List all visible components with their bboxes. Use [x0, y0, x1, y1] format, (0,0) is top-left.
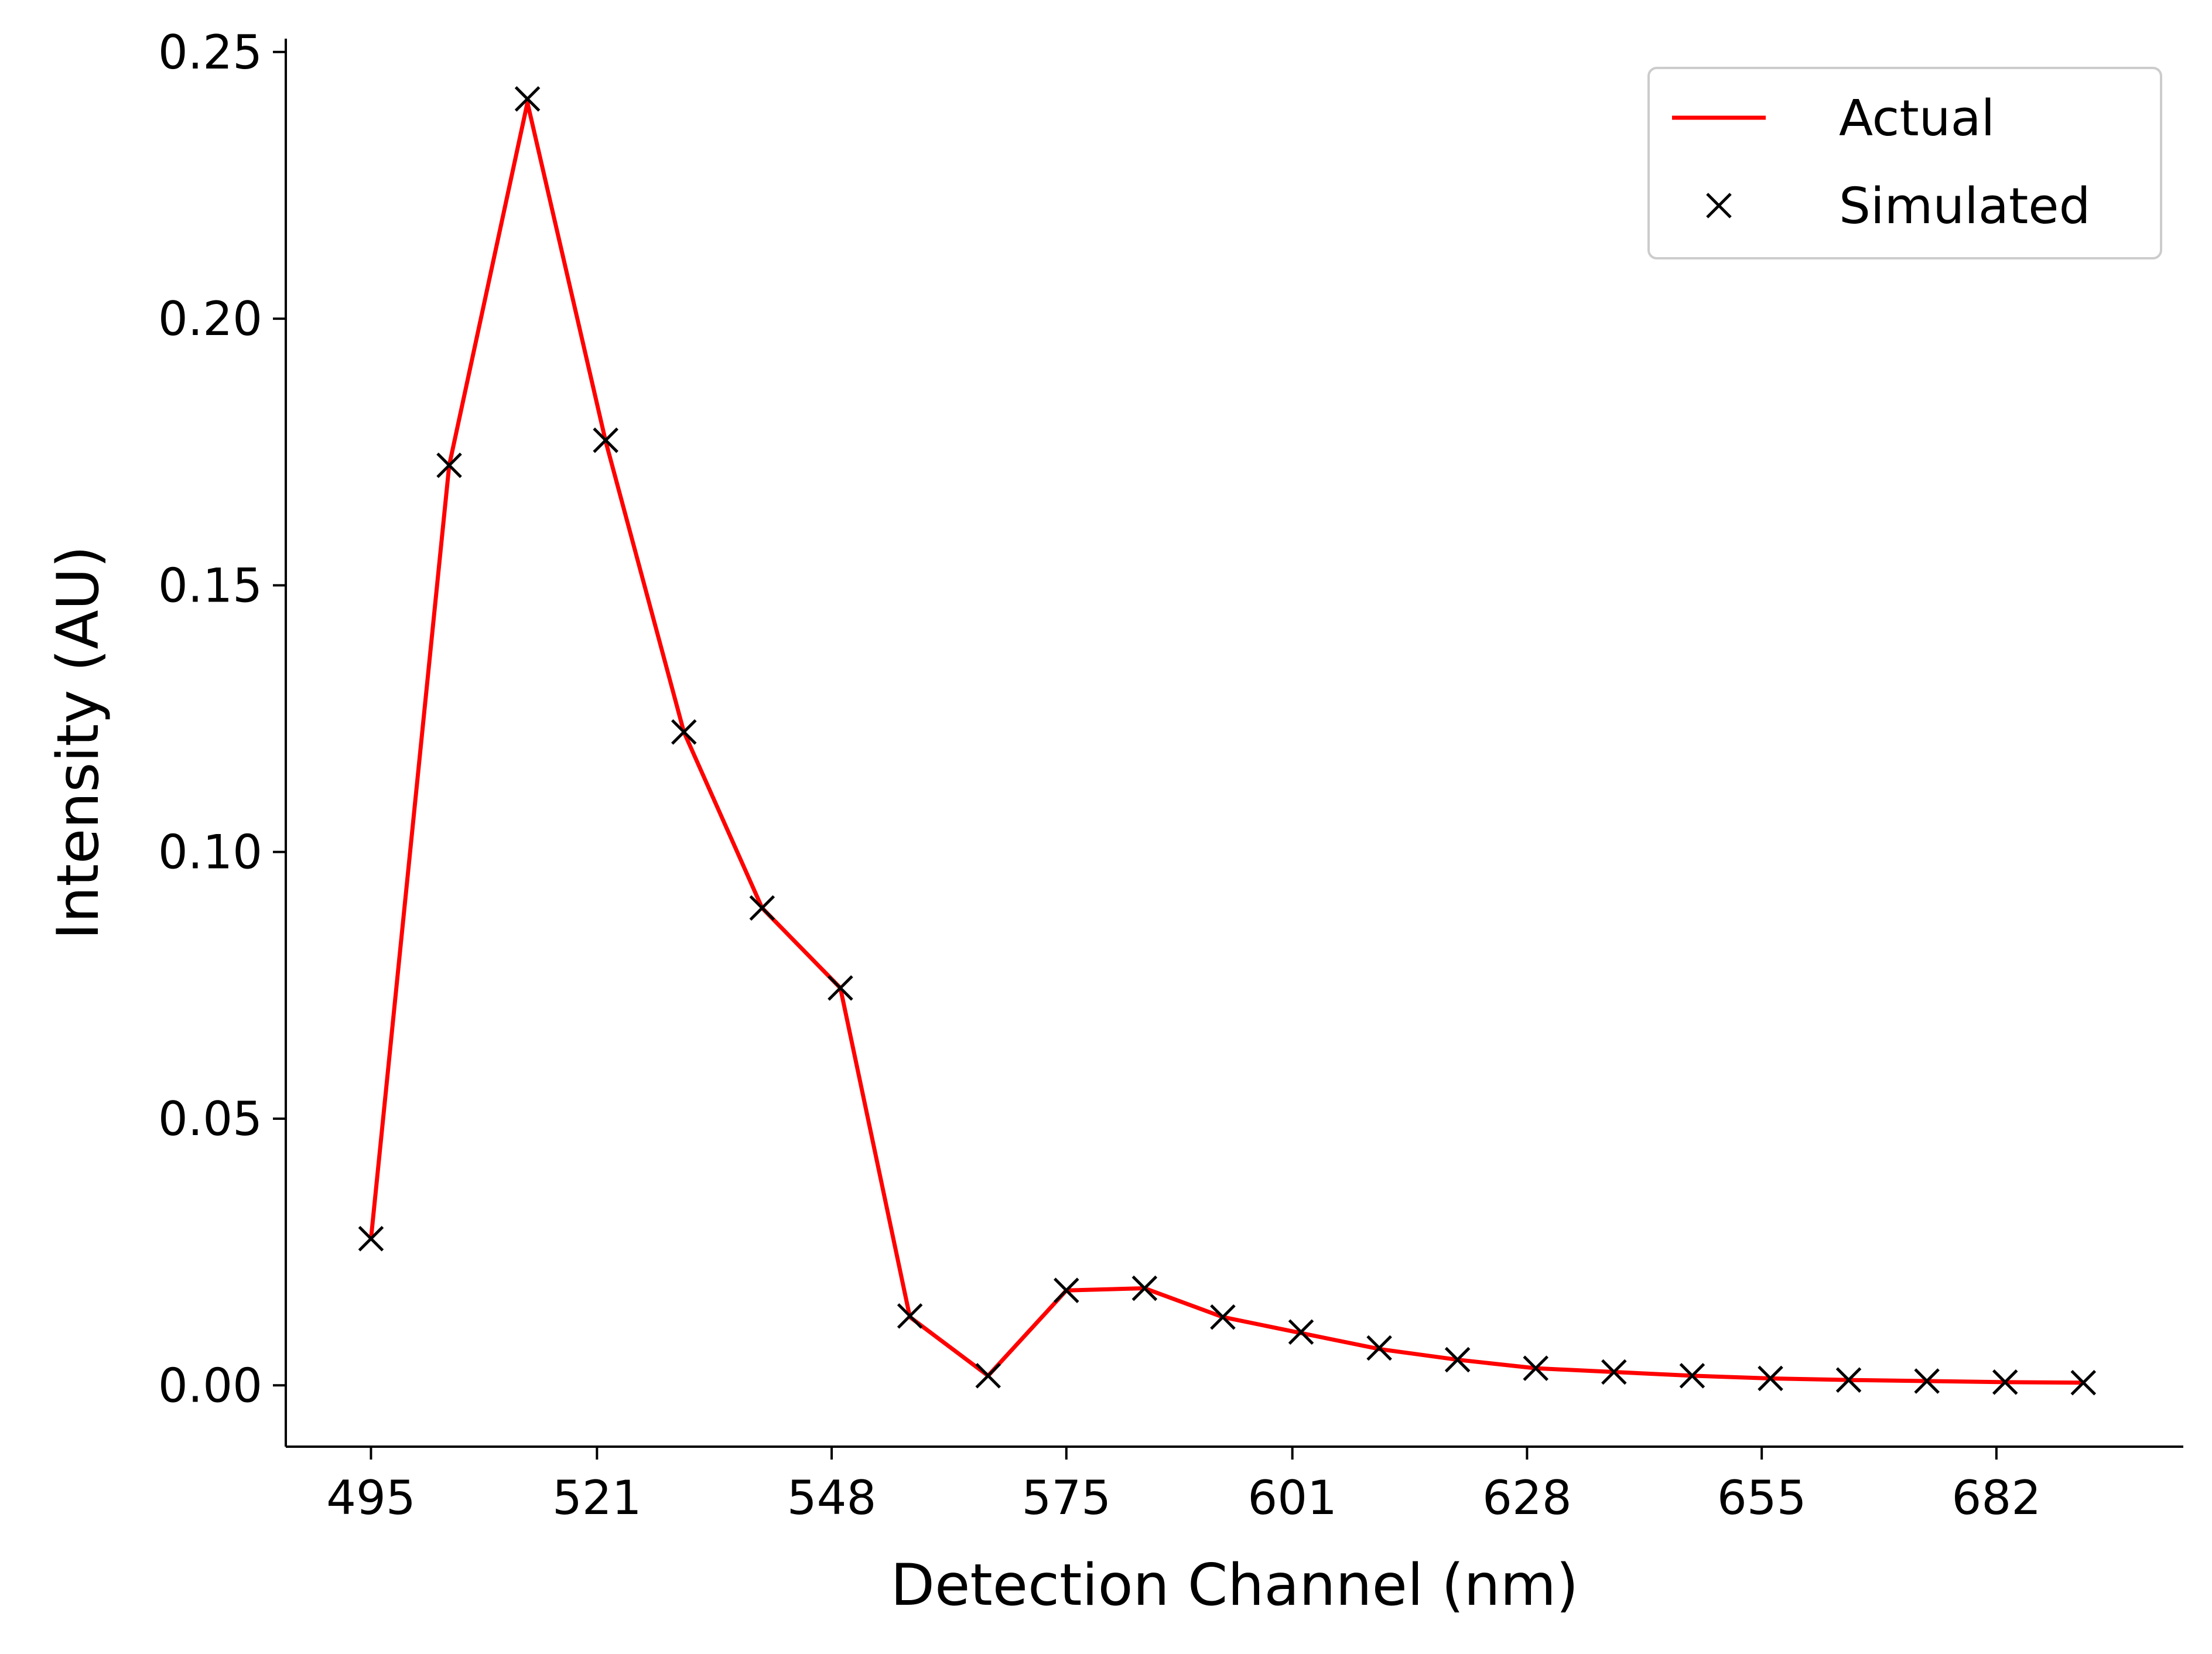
x-tick-label: 601 [1247, 1471, 1337, 1525]
axes: 495 521 548 575 601 628 655 682 0.00 0.05 0.10 0.15… [158, 25, 2183, 1525]
y-tick-label: 0.10 [158, 825, 262, 880]
data-point-simulated [749, 895, 775, 921]
data-point-simulated [1054, 1277, 1079, 1303]
data-point-simulated [1601, 1359, 1627, 1385]
y-axis-title: Intensity (AU) [45, 546, 112, 940]
data-point-simulated [2070, 1369, 2097, 1396]
data-point-simulated [1444, 1347, 1471, 1373]
y-tick-label: 0.25 [158, 25, 262, 80]
x-tick-label: 682 [1952, 1471, 2042, 1525]
x-axis-title: Detection Channel (nm) [891, 1552, 1579, 1619]
data-point-simulated [975, 1363, 1001, 1389]
data-point-simulated [514, 86, 541, 112]
data-point-simulated [1210, 1304, 1236, 1330]
y-tick-label: 0.05 [158, 1092, 262, 1146]
data-point-simulated [1914, 1368, 1940, 1394]
x-tick-label: 575 [1021, 1471, 1111, 1525]
data-point-simulated [1366, 1335, 1392, 1361]
data-point-simulated [671, 719, 697, 745]
x-tick-label: 655 [1717, 1471, 1807, 1525]
data-point-simulated [897, 1303, 923, 1329]
data-point-simulated [1288, 1319, 1314, 1345]
data-point-simulated [1835, 1367, 1862, 1393]
data-point-simulated [593, 427, 618, 453]
y-tick-label: 0.20 [158, 292, 262, 346]
x-tick-label: 521 [552, 1471, 642, 1525]
plot-series [358, 86, 2097, 1396]
y-tick-label: 0.15 [158, 558, 262, 613]
x-tick-label: 628 [1482, 1471, 1572, 1525]
data-point-simulated [828, 975, 853, 1001]
legend-item-simulated: Simulated [1706, 177, 2091, 235]
x-tick-label: 495 [326, 1471, 416, 1525]
data-point-simulated [1523, 1355, 1549, 1381]
data-point-simulated [1758, 1365, 1783, 1392]
data-point-simulated [1992, 1369, 2018, 1395]
legend-frame [1647, 67, 2162, 259]
y-tick-label: 0.00 [158, 1358, 262, 1413]
data-point-simulated [358, 1226, 384, 1252]
data-point-simulated [1679, 1363, 1705, 1389]
legend-swatch [1706, 193, 1732, 218]
legend-label: Simulated [1839, 177, 2091, 235]
data-point-simulated [436, 452, 462, 479]
legend: Actual Simulated [1647, 67, 2162, 259]
data-point-simulated [1131, 1275, 1158, 1301]
legend-item-actual: Actual [1672, 90, 1995, 148]
legend-label: Actual [1839, 90, 1995, 148]
x-tick-label: 548 [787, 1471, 877, 1525]
